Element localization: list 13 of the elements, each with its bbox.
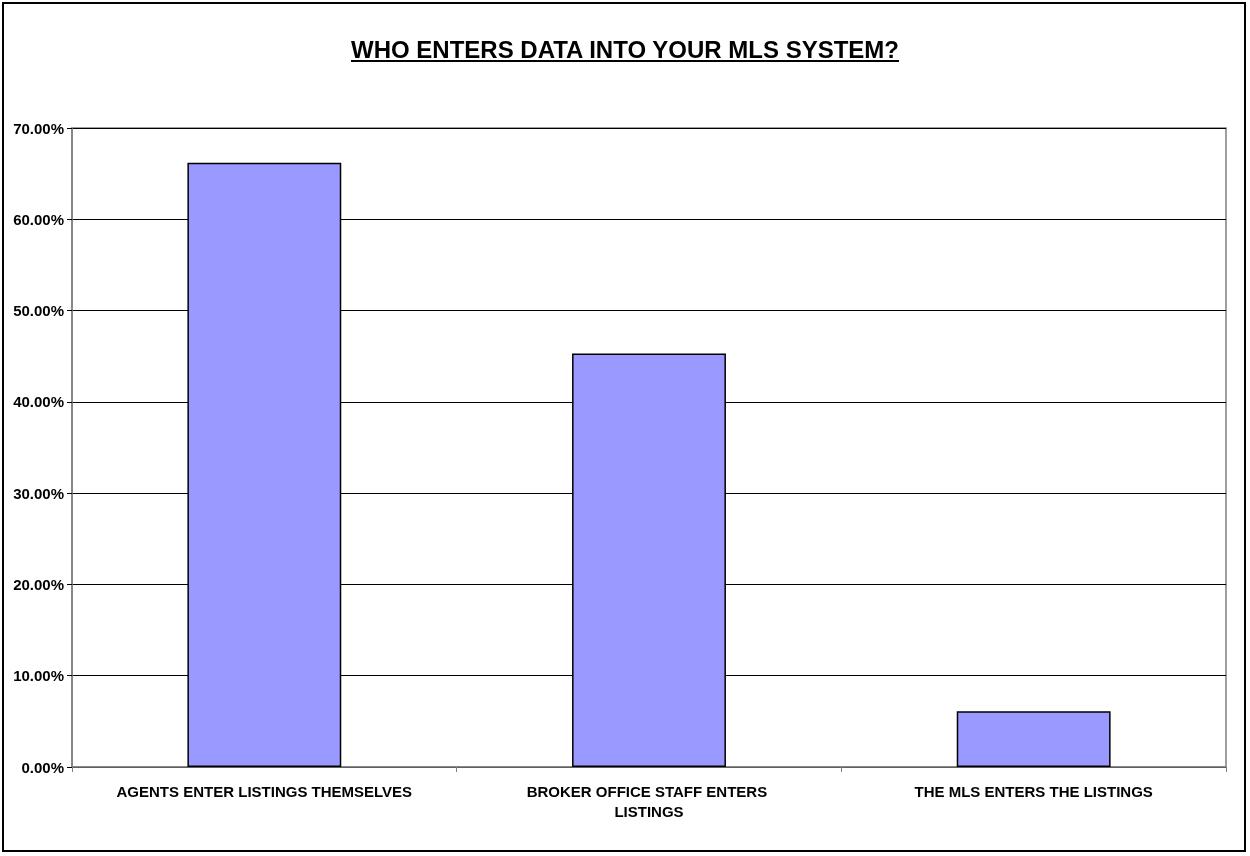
y-tick-label: 10.00%: [13, 667, 64, 685]
x-tick-label: AGENTS ENTER LISTINGS THEMSELVES: [116, 782, 413, 800]
chart-title: WHO ENTERS DATA INTO YOUR MLS SYSTEM?: [350, 36, 900, 64]
y-tick-label: 30.00%: [13, 484, 64, 502]
x-tick-label: THE MLS ENTERS THE LISTINGS: [914, 782, 1153, 800]
y-tick-label: 0.00%: [21, 758, 64, 776]
x-tick-label: BROKER OFFICE STAFF ENTERS LISTINGS: [526, 782, 772, 820]
bar: [956, 711, 1111, 767]
y-tick-label: 50.00%: [13, 302, 64, 320]
y-tick-label: 20.00%: [13, 575, 64, 593]
y-tick-label: 40.00%: [13, 393, 64, 411]
y-tick-label: 60.00%: [13, 210, 64, 228]
y-tick-label: 70.00%: [13, 119, 64, 137]
